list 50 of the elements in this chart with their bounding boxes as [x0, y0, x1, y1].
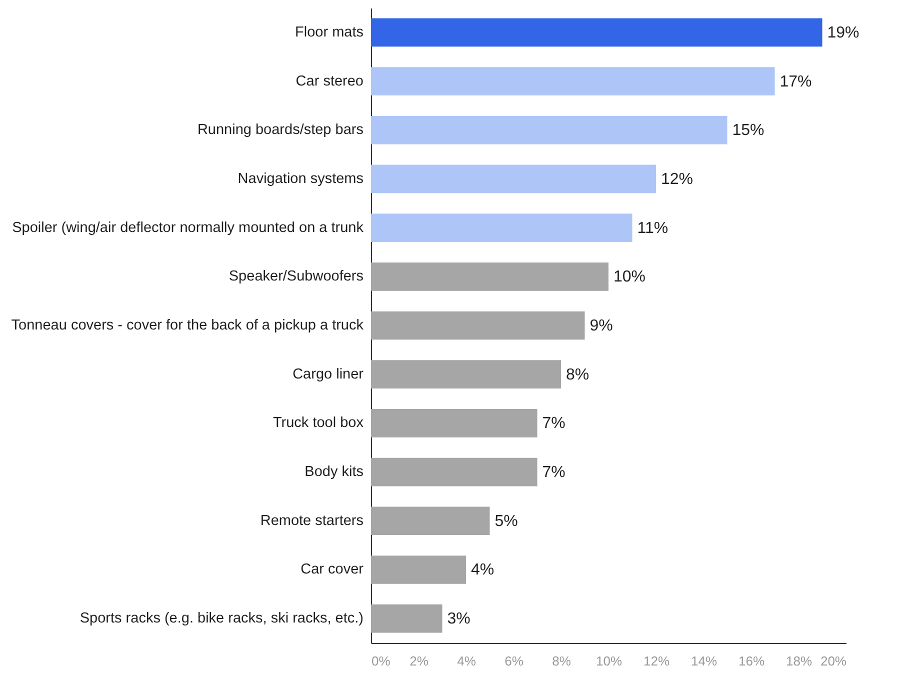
bar	[371, 311, 585, 340]
bar	[371, 360, 561, 389]
bar	[371, 18, 822, 47]
bar	[371, 116, 728, 144]
bar	[371, 458, 538, 486]
bar	[371, 556, 466, 584]
y-tick-label: Running boards/step bars	[197, 122, 364, 138]
data-label: 7%	[542, 464, 566, 482]
data-label: 10%	[614, 268, 646, 286]
bar	[371, 67, 775, 96]
y-tick-label: Speaker/Subwoofers	[228, 268, 364, 285]
y-tick-label: Truck tool box	[272, 415, 364, 432]
data-label: 7%	[542, 415, 566, 432]
data-label: 4%	[471, 562, 494, 579]
x-tick-label: 16%	[738, 654, 765, 668]
data-label: 15%	[732, 122, 764, 140]
data-label: 11%	[637, 220, 668, 237]
y-tick-label: Car stereo	[296, 73, 364, 90]
x-tick-label: 0%	[372, 654, 391, 668]
data-label: 5%	[494, 512, 518, 530]
y-tick-label: Spoiler (wing/air deflector normally mounted on a trunk	[12, 220, 364, 236]
x-tick-label: 12%	[643, 654, 670, 668]
y-tick-label: Car cover	[300, 562, 364, 578]
x-tick-label: 6%	[504, 654, 524, 668]
x-tick-label: 2%	[410, 654, 429, 668]
data-label: 9%	[590, 318, 613, 334]
bar	[371, 262, 608, 291]
x-tick-label: 14%	[690, 654, 718, 668]
bar	[371, 506, 490, 536]
data-label: 19%	[827, 24, 860, 42]
x-tick-label: 10%	[596, 654, 622, 668]
bar	[371, 409, 538, 438]
bar	[371, 604, 442, 633]
y-tick-label: Remote starters	[260, 512, 364, 529]
data-label: 17%	[780, 73, 812, 90]
x-tick-label: 18%	[786, 654, 812, 668]
bar	[371, 164, 656, 194]
x-tick-label: 4%	[457, 654, 476, 668]
x-tick-label: 20%	[820, 654, 847, 668]
data-label: 12%	[661, 170, 694, 188]
y-tick-label: Floor mats	[295, 24, 364, 40]
y-tick-label: Tonneau covers - cover for the back of a pickup a truck	[11, 318, 364, 334]
x-tick-label: 8%	[552, 654, 572, 668]
data-label: 3%	[447, 610, 470, 628]
y-tick-label: Cargo liner	[292, 366, 364, 382]
y-tick-label: Navigation systems	[238, 170, 364, 187]
y-tick-label: Body kits	[304, 464, 364, 480]
y-tick-label: Sports racks (e.g. bike racks, ski racks, etc.)	[80, 610, 364, 627]
bar	[371, 214, 632, 242]
data-label: 8%	[566, 366, 590, 384]
